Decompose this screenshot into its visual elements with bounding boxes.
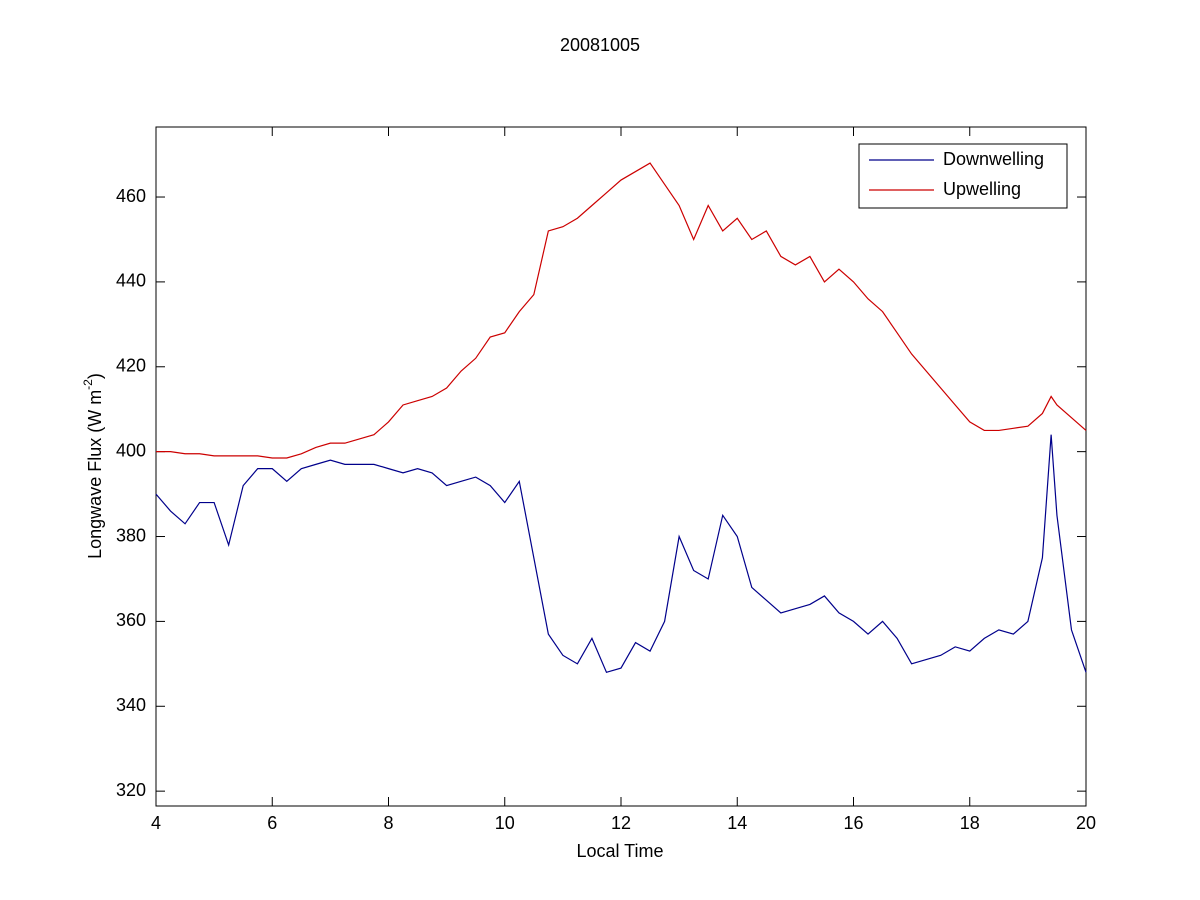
y-tick-label: 440	[116, 271, 146, 291]
y-label-end: )	[85, 373, 105, 379]
x-axis-label: Local Time	[576, 841, 663, 861]
x-tick-label: 14	[727, 813, 747, 833]
y-tick-label: 360	[116, 610, 146, 630]
chart-title: 20081005	[560, 35, 640, 55]
plot-area	[155, 126, 1087, 807]
y-tick-label: 380	[116, 525, 146, 545]
x-tick-label: 6	[267, 813, 277, 833]
x-tick-label: 8	[383, 813, 393, 833]
y-tick-label: 320	[116, 780, 146, 800]
y-tick-label: 340	[116, 695, 146, 715]
x-tick-label: 4	[151, 813, 161, 833]
x-tick-label: 18	[960, 813, 980, 833]
x-tick-label: 20	[1076, 813, 1096, 833]
data-line	[156, 162, 1087, 459]
x-tick-label: 10	[495, 813, 515, 833]
legend-box	[858, 143, 1068, 209]
y-tick-label: 420	[116, 356, 146, 376]
y-label-sup: -2	[81, 379, 95, 390]
y-label-main: Longwave Flux (W m	[85, 390, 105, 559]
data-line	[155, 434, 1087, 674]
x-tick-label: 12	[611, 813, 631, 833]
legend-label: Upwelling	[943, 179, 1021, 199]
y-tick-label: 460	[116, 186, 146, 206]
y-axis-label: Longwave Flux (W m-2)	[81, 373, 105, 559]
x-tick-label: 16	[843, 813, 863, 833]
y-tick-label: 400	[116, 440, 146, 460]
legend-label: Downwelling	[943, 149, 1044, 169]
